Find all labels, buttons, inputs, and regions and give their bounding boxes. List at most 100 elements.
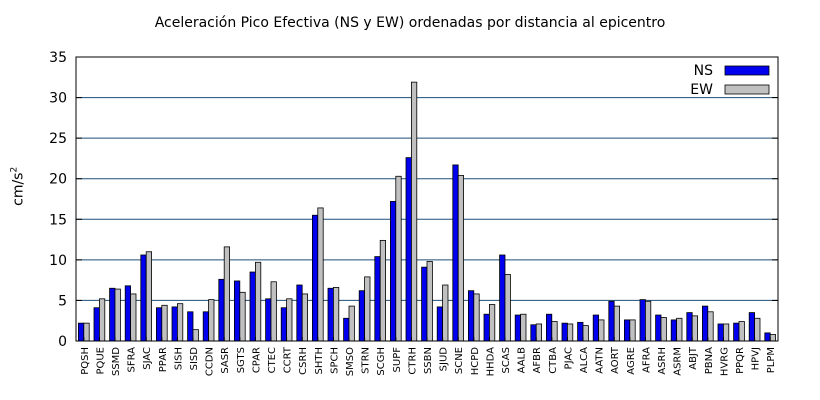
bar-ns-scgh xyxy=(374,256,381,342)
bar-ew-agre xyxy=(629,319,636,342)
bar-ew-ccdn xyxy=(208,299,215,342)
bar-ew-sish xyxy=(176,303,184,342)
x-tick-label: SSMD xyxy=(111,347,122,376)
bar-ns-hvrg xyxy=(717,323,724,342)
bar-ns-sfra xyxy=(124,285,131,342)
x-tick-label: SGTS xyxy=(236,347,247,373)
x-tick-label: PJAC xyxy=(563,347,574,369)
bar-ew-ccrt xyxy=(286,298,293,342)
bar-ew-pbna xyxy=(707,311,714,342)
bar-ew-sgts xyxy=(239,291,246,342)
bar-ns-scne xyxy=(452,164,459,342)
y-tick-label: 35 xyxy=(49,50,67,66)
bar-ns-aort xyxy=(608,300,615,342)
bar-ns-ctec xyxy=(265,298,272,342)
bar-ns-shth xyxy=(311,214,319,342)
bar-ew-ctrh xyxy=(410,81,418,342)
x-tick-label: SISD xyxy=(189,347,200,371)
legend-label-ew: EW xyxy=(690,82,713,98)
x-tick-label: SCAS xyxy=(501,347,512,374)
plot-frame xyxy=(75,56,779,342)
x-tick-label: STRN xyxy=(361,347,372,374)
x-tick-label: HPVJ xyxy=(751,347,762,370)
x-tick-label: PBNA xyxy=(704,347,715,374)
x-tick-label: SASR xyxy=(220,347,231,374)
x-tick-label: ABJT xyxy=(688,346,699,370)
x-tick-label: SPCH xyxy=(329,347,340,374)
y-tick-label: 10 xyxy=(49,253,67,269)
x-tick-label: PQSH xyxy=(80,347,91,375)
chart-title: Aceleración Pico Efectiva (NS y EW) orde… xyxy=(154,15,666,31)
bar-ew-asrh xyxy=(660,317,667,342)
bar-ew-afbr xyxy=(535,323,543,342)
y-tick-label: 0 xyxy=(58,334,67,350)
bar-ew-aalb xyxy=(520,313,527,342)
bar-ns-sgts xyxy=(233,280,241,342)
x-tick-label: SJUD xyxy=(439,347,450,372)
bar-ns-aatn xyxy=(592,314,600,342)
legend-swatch-ew xyxy=(724,84,770,95)
bar-ns-hpvj xyxy=(748,312,756,342)
bar-ew-sisd xyxy=(192,329,199,342)
bar-ns-spch xyxy=(327,287,334,342)
bar-ns-abjt xyxy=(686,312,693,342)
legend-bg xyxy=(673,66,769,75)
bar-ns-plpm xyxy=(764,332,771,342)
bar-ns-ctrh xyxy=(405,157,412,342)
x-tick-label: CTRH xyxy=(407,347,418,375)
bar-ns-pjac xyxy=(561,322,568,342)
bar-ew-pjac xyxy=(567,323,574,342)
bar-ns-csrh xyxy=(296,284,303,342)
bar-ew-asrm xyxy=(676,317,683,342)
x-tick-label: CPAR xyxy=(251,347,262,373)
x-tick-label: SCNE xyxy=(454,347,465,374)
x-tick-label: HHDA xyxy=(485,347,496,377)
legend: NS EW xyxy=(673,63,770,98)
x-tick-label: SMSO xyxy=(345,347,356,376)
bar-ew-plpm xyxy=(769,334,777,342)
bar-ew-sjud xyxy=(442,284,449,342)
bar-ns-asrm xyxy=(670,319,678,342)
bar-ew-cpar xyxy=(254,261,262,342)
x-tick-label: AFRA xyxy=(641,347,652,373)
bar-ew-abjt xyxy=(691,315,699,342)
bar-ns-ccrt xyxy=(280,307,288,342)
bar-ew-supf xyxy=(395,175,402,342)
x-tick-label: PQUE xyxy=(95,347,106,375)
legend-label-ns: NS xyxy=(694,63,713,79)
bar-ew-ssmd xyxy=(114,288,121,342)
bar-ew-aatn xyxy=(598,319,605,342)
x-tick-label: SCGH xyxy=(376,347,387,376)
y-tick-label: 15 xyxy=(49,212,67,228)
bar-ew-ctba xyxy=(551,321,558,342)
bar-ns-ppar xyxy=(155,307,163,342)
x-tick-label: CCDN xyxy=(205,347,216,376)
bar-ew-sjac xyxy=(145,251,152,342)
x-tick-label: CTBA xyxy=(548,347,559,374)
x-tick-label: ALCA xyxy=(579,347,590,373)
bar-ew-scas xyxy=(504,274,511,342)
bar-ew-scgh xyxy=(379,239,387,342)
bar-ns-ctba xyxy=(546,313,553,342)
x-tick-label: HCPD xyxy=(470,347,481,376)
bar-ns-pqsh xyxy=(78,322,85,342)
legend-bg xyxy=(673,85,769,94)
x-axis-ticks: PQSH PQUE SSMD SFRA SJAC PPAR SISH SISD CCDN SASR… xyxy=(80,337,777,376)
x-tick-label: AGRE xyxy=(626,347,637,375)
x-tick-label: AORT xyxy=(610,346,621,374)
bar-ns-sjac xyxy=(140,254,147,342)
bar-ns-ssmd xyxy=(109,287,116,342)
bar-ew-hvrg xyxy=(723,323,730,342)
bar-ns-sisd xyxy=(187,311,194,342)
bar-ew-alca xyxy=(582,325,589,342)
x-tick-label: PPQR xyxy=(735,347,746,374)
bar-ew-csrh xyxy=(301,293,309,342)
bar-ns-supf xyxy=(389,201,397,342)
bar-ns-alca xyxy=(577,321,584,342)
bar-ew-pqsh xyxy=(83,322,90,342)
y-tick-label: 20 xyxy=(49,172,67,188)
bar-ns-pbna xyxy=(702,305,709,342)
x-tick-label: SJAC xyxy=(142,347,153,370)
x-tick-label: CSRH xyxy=(298,347,309,375)
bar-ns-hcpd xyxy=(467,290,475,342)
